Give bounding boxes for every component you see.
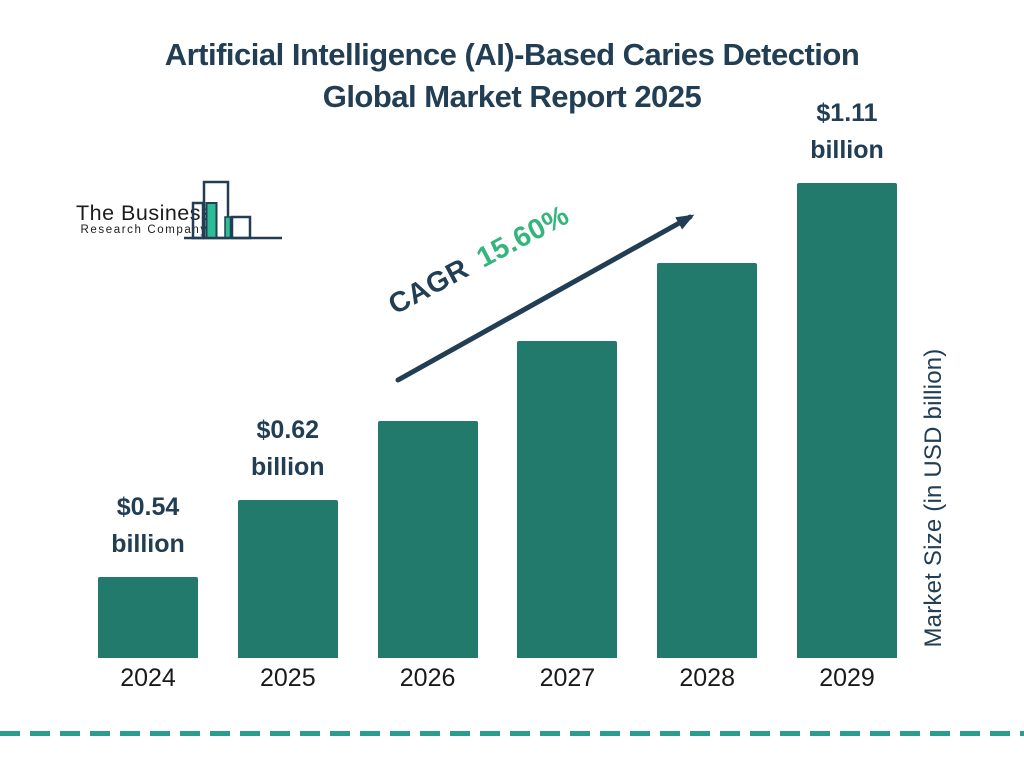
x-tick-label-2028: 2028 bbox=[679, 664, 735, 692]
cagr-trend-arrow bbox=[395, 214, 695, 383]
x-tick-label-2025: 2025 bbox=[259, 664, 316, 692]
value-unit: billion bbox=[810, 136, 884, 164]
bar-2026 bbox=[377, 421, 478, 658]
bar-2025 bbox=[237, 500, 338, 658]
title-line-1: Artificial Intelligence (AI)-Based Carie… bbox=[164, 37, 860, 72]
y-axis-label: Market Size (in USD billion) bbox=[920, 348, 947, 648]
value-amount: $1.11 bbox=[816, 99, 878, 127]
company-logo-text: The Business Research Company bbox=[76, 202, 212, 237]
value-label-2029: $1.11 billion bbox=[762, 95, 932, 169]
value-unit: billion bbox=[250, 453, 325, 481]
footer-dashed-divider bbox=[0, 731, 1024, 736]
bar-2028 bbox=[657, 263, 758, 658]
value-label-2024: $0.54 billion bbox=[63, 489, 233, 563]
bar-2029 bbox=[797, 183, 897, 658]
x-tick-label-2024: 2024 bbox=[120, 664, 176, 692]
company-name: The Business bbox=[76, 201, 213, 225]
x-tick-label-2026: 2026 bbox=[399, 664, 456, 692]
company-subname: Research Company bbox=[80, 224, 208, 236]
bar-2024 bbox=[98, 577, 198, 658]
bar-2027 bbox=[517, 341, 618, 658]
value-amount: $0.62 bbox=[256, 416, 320, 444]
value-amount: $0.54 bbox=[116, 493, 180, 521]
page-title: Artificial Intelligence (AI)-Based Carie… bbox=[0, 34, 1024, 118]
company-logo: The Business Research Company bbox=[62, 176, 287, 248]
x-tick-label-2029: 2029 bbox=[819, 664, 875, 692]
value-label-2025: $0.62 billion bbox=[203, 412, 373, 486]
value-unit: billion bbox=[111, 530, 185, 558]
bar-chart-logo-icon bbox=[184, 180, 282, 240]
x-tick-label-2027: 2027 bbox=[539, 664, 596, 692]
title-line-2: Global Market Report 2025 bbox=[322, 79, 702, 114]
